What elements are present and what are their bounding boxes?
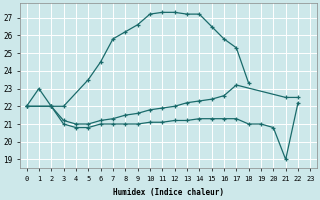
X-axis label: Humidex (Indice chaleur): Humidex (Indice chaleur) xyxy=(113,188,224,197)
